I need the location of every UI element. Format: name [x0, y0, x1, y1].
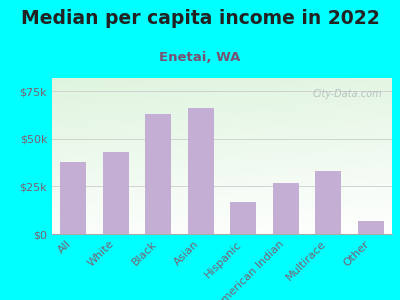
Bar [145, 114, 172, 234]
Text: City-Data.com: City-Data.com [312, 89, 382, 99]
Bar [315, 171, 342, 234]
Bar [230, 202, 256, 234]
Bar [188, 108, 214, 234]
Bar [272, 183, 299, 234]
Bar [102, 152, 129, 234]
Bar [60, 162, 86, 234]
Text: Enetai, WA: Enetai, WA [159, 51, 241, 64]
Bar [358, 221, 384, 234]
Text: Median per capita income in 2022: Median per capita income in 2022 [21, 9, 379, 28]
